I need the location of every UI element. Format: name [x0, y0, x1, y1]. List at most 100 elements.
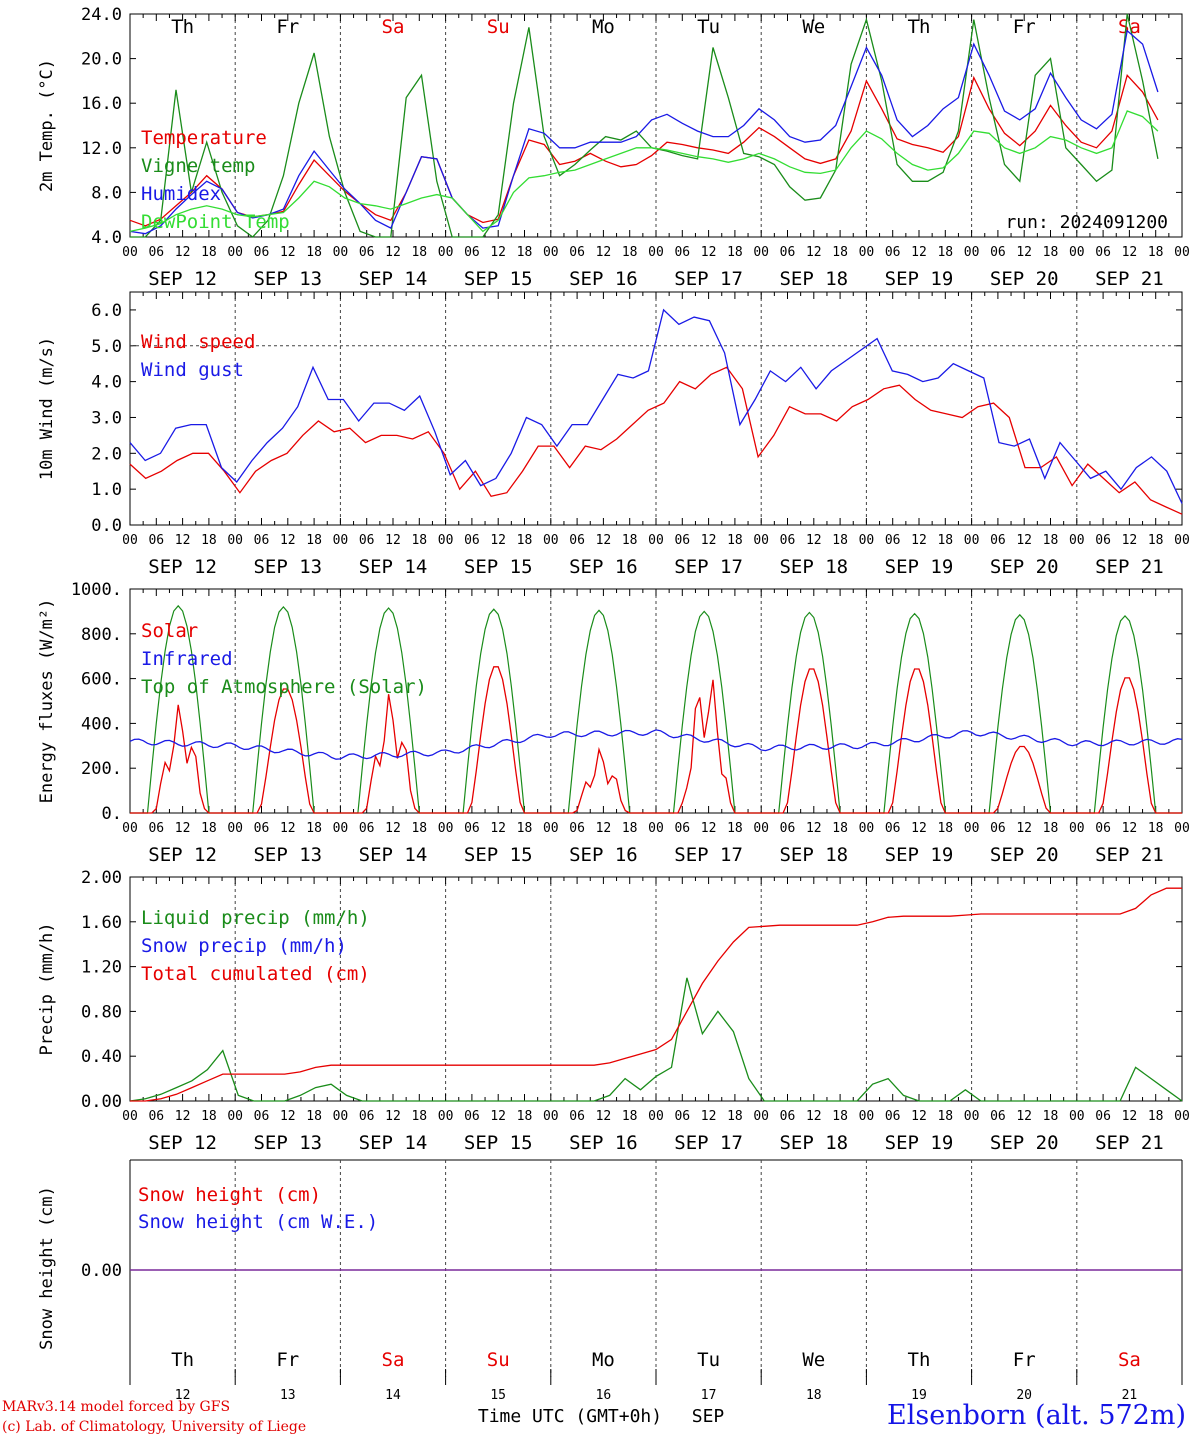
- wind-series-wind-speed: [129, 366, 1183, 515]
- energy-hour-label: 06: [359, 821, 375, 836]
- precip-hour-label: 06: [990, 1109, 1006, 1124]
- run-label: run: 2024091200: [1005, 212, 1168, 233]
- precip-hour-label: 18: [1043, 1109, 1059, 1124]
- temp-hour-label: 18: [937, 245, 953, 260]
- wind-date-label: SEP 13: [253, 556, 322, 578]
- wind-hour-label: 06: [148, 533, 164, 548]
- snow-y-axis-title: Snow height (cm): [37, 1186, 57, 1350]
- energy-hour-label: 12: [385, 821, 401, 836]
- wind-hour-label: 00: [753, 533, 769, 548]
- energy-hour-label: 00: [227, 821, 243, 836]
- temp-hour-label: 18: [832, 245, 848, 260]
- wind-date-label: SEP 19: [885, 556, 954, 578]
- wind-hour-label: 00: [964, 533, 980, 548]
- wind-hour-label: 00: [859, 533, 875, 548]
- temp-date-label: SEP 21: [1095, 268, 1164, 290]
- temp-date-label: SEP 15: [464, 268, 533, 290]
- precip-hour-label: 12: [1122, 1109, 1138, 1124]
- precip-date-label: SEP 12: [148, 1132, 217, 1154]
- energy-date-label: SEP 18: [779, 844, 848, 866]
- energy-y-tick-label: 800.: [81, 625, 122, 645]
- temp-hour-label: 06: [464, 245, 480, 260]
- day-number-label: 14: [385, 1388, 401, 1403]
- temp-hour-label: 00: [333, 245, 349, 260]
- wind-hour-label: 06: [1095, 533, 1111, 548]
- temp-hour-label: 06: [148, 245, 164, 260]
- temp-series-humidex: [129, 29, 1159, 235]
- temp-y-tick-label: 4.0: [91, 228, 122, 248]
- snow-y-tick-label: 0.00: [81, 1261, 122, 1281]
- temp-weekday-label: We: [802, 16, 825, 38]
- energy-hour-label: 12: [806, 821, 822, 836]
- temp-hour-label: 12: [911, 245, 927, 260]
- temp-hour-label: 06: [990, 245, 1006, 260]
- precip-hour-label: 12: [280, 1109, 296, 1124]
- precip-hour-label: 00: [438, 1109, 454, 1124]
- temp-date-label: SEP 16: [569, 268, 638, 290]
- temp-series-dewpoint-temp: [129, 110, 1159, 233]
- precip-hour-label: 18: [832, 1109, 848, 1124]
- snow-weekday-label: Su: [487, 1349, 510, 1371]
- temp-hour-label: 00: [438, 245, 454, 260]
- temp-legend-entry: DewPoint Temp: [141, 211, 290, 233]
- wind-hour-label: 12: [806, 533, 822, 548]
- energy-hour-label: 18: [1148, 821, 1164, 836]
- temp-hour-label: 06: [359, 245, 375, 260]
- wind-hour-label: 06: [674, 533, 690, 548]
- energy-hour-label: 00: [1174, 821, 1190, 836]
- precip-hour-label: 06: [464, 1109, 480, 1124]
- snow-weekday-label: Th: [171, 1349, 194, 1371]
- wind-panel: 00 06 12 18 SEP 12 00 06 12 18 SEP 13 00 06 12 18 SEP …: [37, 291, 1190, 578]
- wind-hour-label: 06: [990, 533, 1006, 548]
- temp-weekday-label: Th: [908, 16, 931, 38]
- snow-weekday-label: Fr: [276, 1349, 299, 1371]
- precip-date-label: SEP 14: [359, 1132, 428, 1154]
- temp-hour-label: 00: [859, 245, 875, 260]
- temp-y-tick-label: 16.0: [81, 94, 122, 114]
- energy-hour-label: 00: [648, 821, 664, 836]
- wind-hour-label: 18: [1148, 533, 1164, 548]
- energy-hour-label: 00: [753, 821, 769, 836]
- energy-hour-label: 00: [438, 821, 454, 836]
- snow-weekday-label: Sa: [1118, 1349, 1141, 1371]
- wind-hour-label: 18: [517, 533, 533, 548]
- precip-hour-label: 18: [411, 1109, 427, 1124]
- precip-panel: 00 06 12 18 SEP 12 00 06 12 18 SEP 13 00 06 12 18 SEP …: [37, 868, 1190, 1154]
- wind-y-tick-label: 1.0: [91, 480, 122, 500]
- precip-y-tick-label: 1.60: [81, 913, 122, 933]
- precip-date-label: SEP 19: [885, 1132, 954, 1154]
- precip-legend-entry: Total cumulated (cm): [141, 963, 370, 985]
- wind-hour-label: 18: [937, 533, 953, 548]
- temp-hour-label: 18: [622, 245, 638, 260]
- wind-hour-label: 12: [1122, 533, 1138, 548]
- day-number-label: 17: [701, 1388, 717, 1403]
- temp-hour-label: 18: [306, 245, 322, 260]
- precip-hour-label: 18: [622, 1109, 638, 1124]
- precip-series-total-cumulated-cm-: [130, 887, 1182, 1102]
- wind-hour-label: 18: [1043, 533, 1059, 548]
- precip-y-tick-label: 0.40: [81, 1047, 122, 1067]
- precip-y-tick-label: 1.20: [81, 958, 122, 978]
- precip-y-tick-label: 0.00: [81, 1092, 122, 1112]
- precip-hour-label: 12: [806, 1109, 822, 1124]
- day-number-label: 13: [280, 1388, 296, 1403]
- precip-y-tick-label: 2.00: [81, 868, 122, 888]
- energy-hour-label: 00: [964, 821, 980, 836]
- day-number-label: 15: [490, 1388, 506, 1403]
- energy-hour-label: 00: [122, 821, 138, 836]
- wind-hour-label: 12: [175, 533, 191, 548]
- wind-y-tick-label: 6.0: [91, 301, 122, 321]
- energy-hour-label: 18: [832, 821, 848, 836]
- wind-hour-label: 12: [1016, 533, 1032, 548]
- energy-hour-label: 12: [1016, 821, 1032, 836]
- wind-y-axis-title: 10m Wind (m/s): [37, 337, 57, 480]
- temp-hour-label: 12: [1016, 245, 1032, 260]
- energy-hour-label: 00: [333, 821, 349, 836]
- energy-hour-label: 18: [937, 821, 953, 836]
- temp-weekday-label: Mo: [592, 16, 615, 38]
- precip-hour-label: 06: [148, 1109, 164, 1124]
- wind-y-tick-label: 5.0: [91, 337, 122, 357]
- precip-hour-label: 18: [517, 1109, 533, 1124]
- temp-hour-label: 12: [596, 245, 612, 260]
